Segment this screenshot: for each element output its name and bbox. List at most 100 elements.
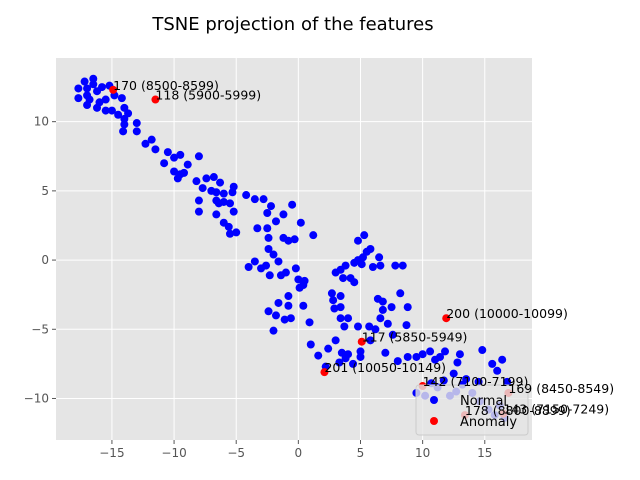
anomaly-label: 142 (7100-7199) bbox=[423, 374, 529, 389]
normal-point bbox=[80, 77, 89, 86]
normal-point bbox=[224, 222, 233, 231]
normal-point bbox=[114, 110, 123, 119]
legend-label-normal: Normal bbox=[460, 394, 507, 409]
y-tick-label: 5 bbox=[41, 184, 49, 198]
legend-label-anomaly: Anomaly bbox=[460, 415, 517, 430]
normal-point bbox=[89, 74, 98, 83]
normal-point bbox=[101, 106, 110, 115]
normal-point bbox=[263, 224, 272, 233]
normal-point bbox=[132, 127, 141, 136]
normal-point bbox=[163, 148, 172, 157]
normal-point bbox=[198, 184, 207, 193]
normal-point bbox=[89, 80, 98, 89]
anomaly-point bbox=[357, 337, 366, 346]
x-tick-label: 15 bbox=[477, 446, 492, 460]
normal-point bbox=[329, 296, 338, 305]
y-tick-label: −5 bbox=[31, 322, 49, 336]
normal-point bbox=[279, 210, 288, 219]
normal-point bbox=[183, 160, 192, 169]
normal-point bbox=[212, 210, 221, 219]
legend-marker-normal bbox=[430, 396, 438, 404]
normal-point bbox=[291, 264, 300, 273]
normal-point bbox=[119, 127, 128, 136]
anomaly-point bbox=[109, 85, 118, 94]
normal-point bbox=[117, 94, 126, 103]
normal-point bbox=[306, 340, 315, 349]
normal-point bbox=[107, 106, 116, 115]
normal-point bbox=[269, 250, 278, 259]
normal-point bbox=[336, 314, 345, 323]
normal-point bbox=[418, 350, 427, 359]
normal-point bbox=[170, 153, 179, 162]
normal-point bbox=[387, 303, 396, 312]
anomaly-label: 117 (5850-5949) bbox=[362, 330, 468, 345]
normal-point bbox=[327, 289, 336, 298]
normal-point bbox=[498, 355, 507, 364]
normal-point bbox=[336, 292, 345, 301]
normal-point bbox=[263, 209, 272, 218]
normal-point bbox=[288, 200, 297, 209]
x-tick-label: −5 bbox=[227, 446, 245, 460]
chart-title: TSNE projection of the features bbox=[151, 14, 433, 35]
normal-point bbox=[83, 101, 92, 110]
normal-point bbox=[97, 83, 106, 92]
normal-point bbox=[120, 120, 129, 129]
grid bbox=[56, 58, 532, 440]
normal-point bbox=[83, 84, 92, 93]
normal-point bbox=[219, 189, 228, 198]
normal-point bbox=[124, 109, 133, 118]
normal-point bbox=[350, 278, 359, 287]
normal-point bbox=[281, 268, 290, 277]
normal-point bbox=[228, 188, 237, 197]
normal-point bbox=[441, 347, 450, 356]
normal-point bbox=[192, 177, 201, 186]
normal-point bbox=[439, 376, 448, 385]
normal-point bbox=[383, 319, 392, 328]
y-tick-label: −10 bbox=[24, 391, 49, 405]
normal-point bbox=[335, 358, 344, 367]
normal-point bbox=[259, 195, 268, 204]
normal-point bbox=[284, 292, 293, 301]
normal-point bbox=[194, 196, 203, 205]
normal-point bbox=[366, 245, 375, 253]
normal-point bbox=[262, 261, 271, 270]
y-tick-label: 10 bbox=[34, 115, 49, 129]
anomaly-label: 169 (8450-8549) bbox=[508, 381, 614, 396]
normal-point bbox=[366, 336, 375, 345]
normal-point bbox=[474, 377, 483, 386]
normal-point bbox=[393, 357, 402, 366]
normal-point bbox=[141, 139, 150, 148]
normal-point bbox=[212, 188, 221, 197]
normal-point bbox=[341, 261, 350, 270]
normal-point bbox=[264, 307, 273, 316]
normal-point bbox=[398, 261, 407, 270]
anomaly-label: 170 (8500-8599) bbox=[113, 78, 219, 93]
normal-point bbox=[376, 261, 385, 270]
normal-point bbox=[284, 236, 293, 245]
normal-point bbox=[176, 150, 185, 159]
normal-point bbox=[300, 276, 309, 285]
normal-point bbox=[290, 235, 299, 244]
normal-point bbox=[219, 197, 228, 206]
normal-point bbox=[250, 257, 259, 266]
normal-point bbox=[324, 344, 333, 353]
anomaly-point bbox=[442, 314, 451, 323]
normal-point bbox=[356, 352, 365, 361]
normal-point bbox=[269, 326, 278, 335]
y-axis: −10 −5 0 5 10 bbox=[24, 115, 56, 405]
normal-point bbox=[180, 168, 189, 177]
normal-point bbox=[242, 191, 251, 200]
anomaly-point bbox=[320, 368, 329, 377]
normal-point bbox=[264, 245, 273, 253]
normal-point bbox=[330, 304, 339, 313]
normal-point bbox=[478, 346, 487, 355]
legend-marker-anomaly bbox=[430, 417, 438, 425]
anomaly-label: 178 (8800-8899) bbox=[465, 403, 571, 418]
normal-point bbox=[74, 94, 83, 103]
normal-point bbox=[426, 347, 435, 356]
normal-point bbox=[412, 352, 421, 361]
normal-point bbox=[286, 314, 295, 323]
normal-point bbox=[170, 167, 179, 176]
normal-point bbox=[378, 305, 387, 314]
